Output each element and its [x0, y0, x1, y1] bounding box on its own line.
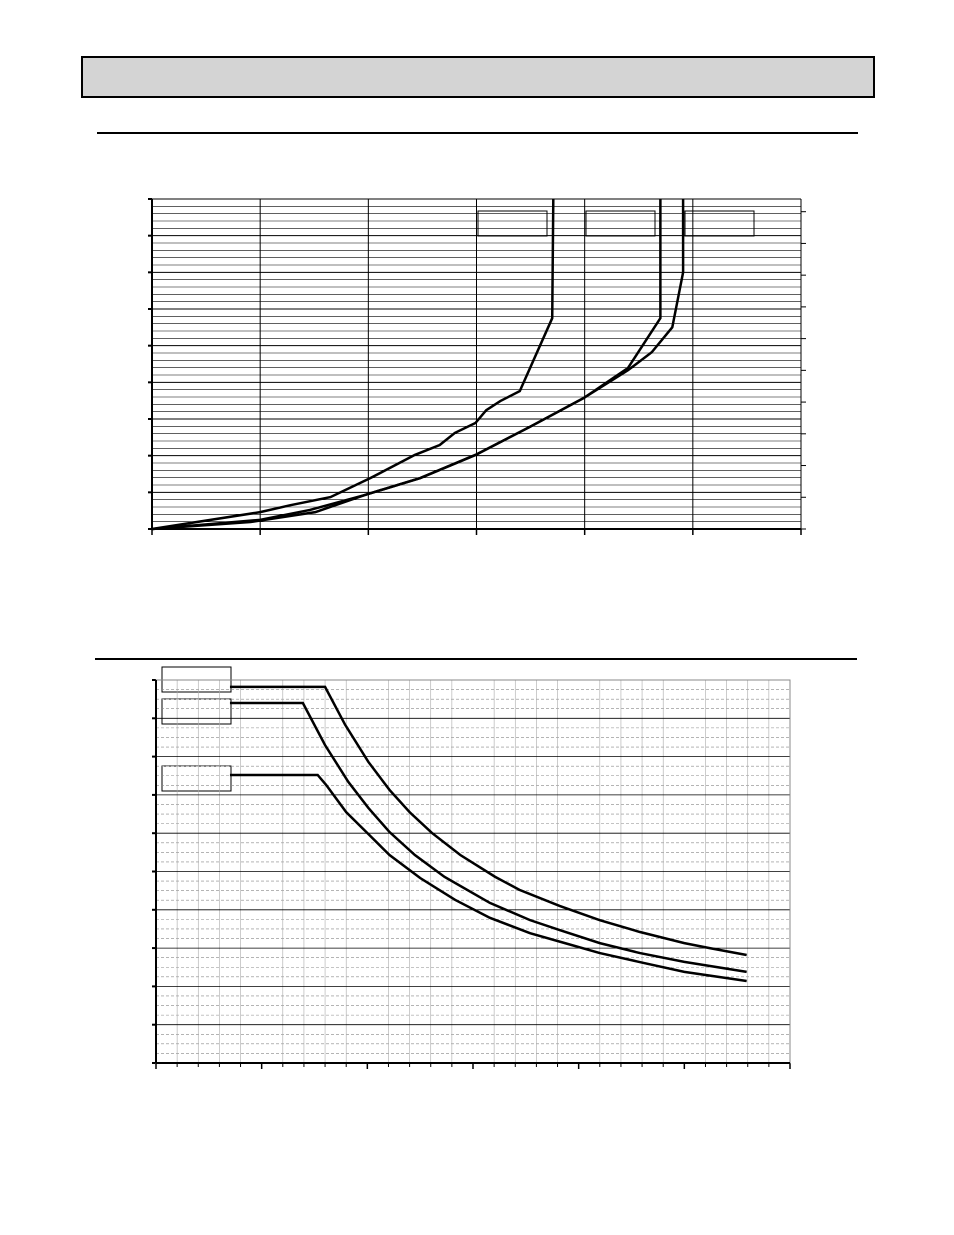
legend-box	[585, 210, 656, 237]
legend-box	[161, 698, 232, 725]
chart	[152, 679, 791, 1069]
series-line	[151, 199, 685, 531]
legend-box	[477, 210, 548, 237]
series-line	[229, 773, 747, 983]
chart	[148, 198, 806, 535]
legend-box	[161, 765, 232, 792]
series-line	[229, 701, 747, 974]
series-line	[151, 198, 555, 531]
series-line	[229, 685, 747, 957]
series-line	[151, 199, 662, 531]
header-bar	[81, 56, 875, 98]
legend-box	[684, 210, 755, 237]
